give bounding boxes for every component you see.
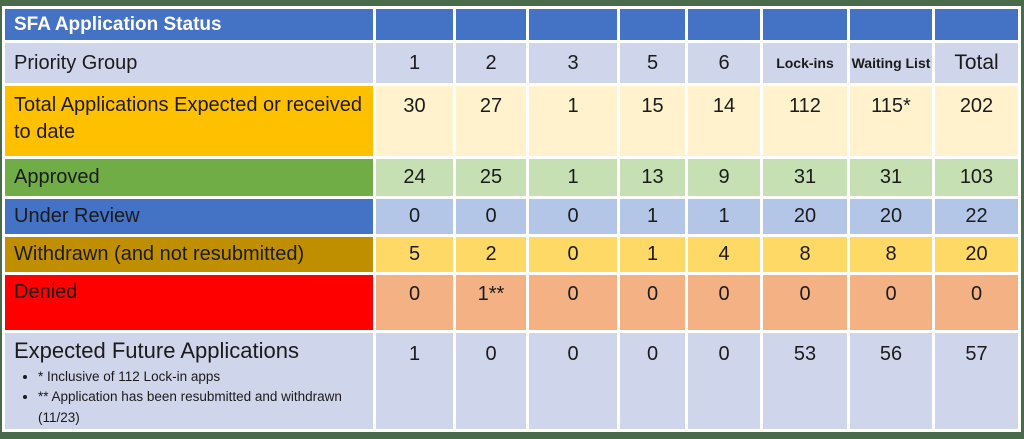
row-label-with-footnotes: Expected Future Applications * Inclusive…: [5, 333, 373, 429]
data-cell: 0: [529, 199, 617, 234]
data-cell: 0: [620, 275, 685, 330]
data-cell: 103: [935, 159, 1018, 196]
data-cell: 0: [763, 275, 847, 330]
data-cell: 112: [763, 86, 847, 156]
data-cell: 0: [376, 275, 453, 330]
title-spacer-cell: [763, 9, 847, 40]
row-label: Denied: [5, 275, 373, 330]
table-row-withdrawn: Withdrawn (and not resubmitted) 5 2 0 1 …: [5, 237, 1018, 272]
table-row-approved: Approved 24 25 1 13 9 31 31 103: [5, 159, 1018, 196]
data-cell: 1**: [456, 275, 526, 330]
data-cell: 20: [850, 199, 932, 234]
column-header-waiting-list: Waiting List: [850, 43, 932, 83]
data-cell: 4: [688, 237, 760, 272]
data-cell: 0: [529, 275, 617, 330]
table-row-expected-future: Expected Future Applications * Inclusive…: [5, 333, 1018, 429]
data-cell: 22: [935, 199, 1018, 234]
data-cell: 0: [688, 333, 760, 429]
row-label: Approved: [5, 159, 373, 196]
data-cell: 202: [935, 86, 1018, 156]
data-cell: 5: [376, 237, 453, 272]
data-cell: 8: [763, 237, 847, 272]
column-header-total: Total: [935, 43, 1018, 83]
data-cell: 53: [763, 333, 847, 429]
data-cell: 15: [620, 86, 685, 156]
data-cell: 30: [376, 86, 453, 156]
data-cell: 9: [688, 159, 760, 196]
column-header: 2: [456, 43, 526, 83]
data-cell: 1: [688, 199, 760, 234]
data-cell: 115*: [850, 86, 932, 156]
priority-group-label: Priority Group: [5, 43, 373, 83]
data-cell: 27: [456, 86, 526, 156]
data-cell: 1: [529, 159, 617, 196]
row-label: Under Review: [5, 199, 373, 234]
data-cell: 0: [935, 275, 1018, 330]
title-spacer-cell: [935, 9, 1018, 40]
data-cell: 57: [935, 333, 1018, 429]
column-header-row: Priority Group 1 2 3 5 6 Lock-ins Waitin…: [5, 43, 1018, 83]
data-cell: 0: [529, 237, 617, 272]
data-cell: 0: [456, 199, 526, 234]
column-header: 5: [620, 43, 685, 83]
data-cell: 56: [850, 333, 932, 429]
row-label: Expected Future Applications: [14, 338, 299, 363]
row-label: Withdrawn (and not resubmitted): [5, 237, 373, 272]
data-cell: 2: [456, 237, 526, 272]
data-cell: 25: [456, 159, 526, 196]
data-cell: 1: [620, 237, 685, 272]
table-title-row: SFA Application Status: [5, 9, 1018, 40]
data-cell: 1: [529, 86, 617, 156]
data-cell: 0: [850, 275, 932, 330]
data-cell: 13: [620, 159, 685, 196]
data-cell: 8: [850, 237, 932, 272]
data-cell: 20: [935, 237, 1018, 272]
table-row-denied: Denied 0 1** 0 0 0 0 0 0: [5, 275, 1018, 330]
title-spacer-cell: [850, 9, 932, 40]
table-row-under-review: Under Review 0 0 0 1 1 20 20 22: [5, 199, 1018, 234]
data-cell: 0: [529, 333, 617, 429]
data-cell: 1: [620, 199, 685, 234]
data-cell: 20: [763, 199, 847, 234]
data-cell: 0: [688, 275, 760, 330]
column-header: 3: [529, 43, 617, 83]
table-row-total-applications: Total Applications Expected or received …: [5, 86, 1018, 156]
title-spacer-cell: [529, 9, 617, 40]
column-header: 1: [376, 43, 453, 83]
title-spacer-cell: [688, 9, 760, 40]
data-cell: 0: [620, 333, 685, 429]
title-spacer-cell: [376, 9, 453, 40]
data-cell: 0: [376, 199, 453, 234]
data-cell: 0: [456, 333, 526, 429]
data-cell: 14: [688, 86, 760, 156]
data-cell: 31: [850, 159, 932, 196]
data-cell: 1: [376, 333, 453, 429]
data-cell: 31: [763, 159, 847, 196]
footnote-resubmitted: ** Application has been resubmitted and …: [38, 387, 372, 428]
sfa-application-status-table: SFA Application Status Priority Group 1 …: [2, 6, 1021, 432]
title-spacer-cell: [620, 9, 685, 40]
row-label: Total Applications Expected or received …: [5, 86, 373, 156]
footnote-list: * Inclusive of 112 Lock-in apps ** Appli…: [14, 367, 372, 428]
column-header-lock-ins: Lock-ins: [763, 43, 847, 83]
footnote-lock-in: * Inclusive of 112 Lock-in apps: [38, 367, 372, 387]
column-header: 6: [688, 43, 760, 83]
data-cell: 24: [376, 159, 453, 196]
table-title: SFA Application Status: [5, 9, 373, 40]
title-spacer-cell: [456, 9, 526, 40]
